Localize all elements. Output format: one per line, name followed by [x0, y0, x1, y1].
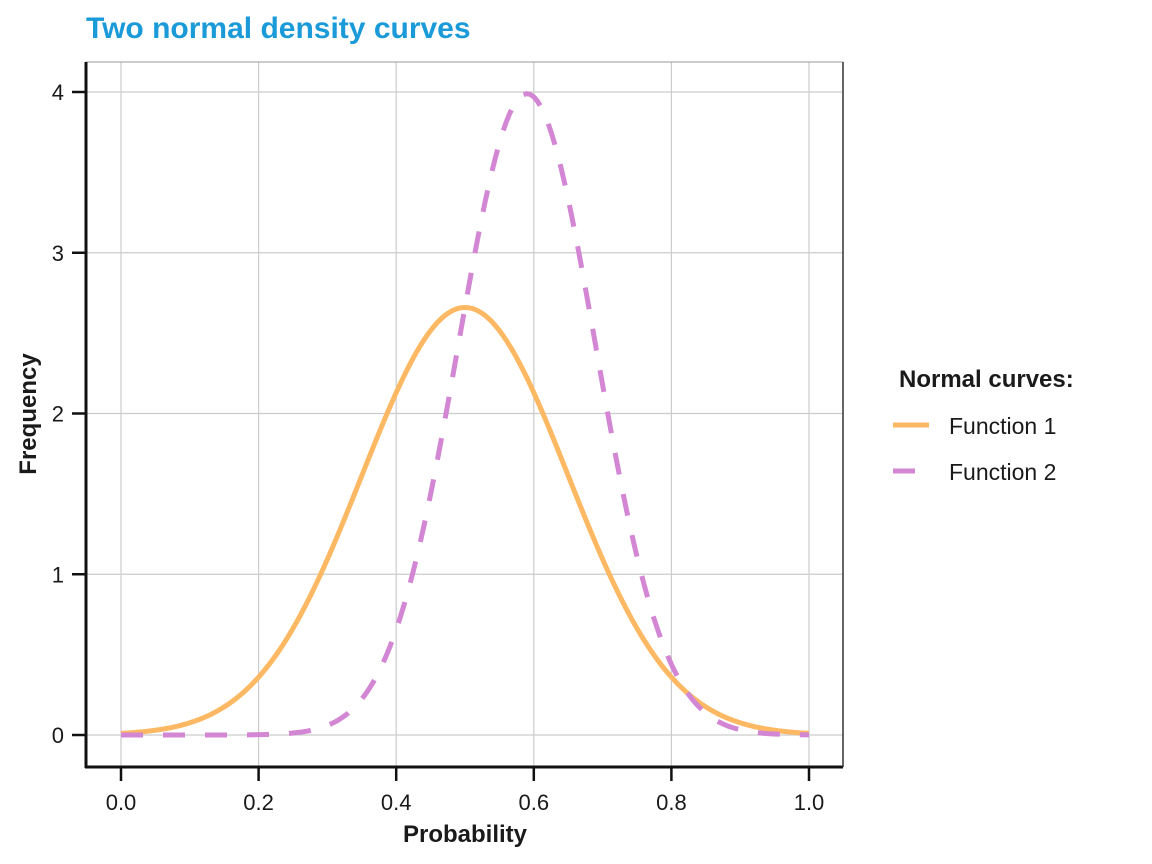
y-tick-label: 0 [52, 723, 64, 748]
x-axis-title: Probability [403, 821, 528, 848]
axes [84, 62, 844, 769]
x-ticks: 0.0 0.2 0.4 0.6 0.8 1.0 [106, 767, 825, 815]
series-line-function-1 [120, 304, 810, 736]
series-line-function-2 [121, 91, 810, 738]
legend-label-function-1: Function 1 [949, 413, 1056, 439]
x-tick-label: 1.0 [794, 790, 825, 815]
legend: Normal curves: Function 1 Function 2 [893, 366, 1074, 485]
y-tick-label: 2 [52, 402, 64, 427]
x-tick-label: 0.6 [519, 790, 550, 815]
legend-title: Normal curves: [899, 366, 1074, 393]
y-ticks: 0 1 2 3 4 [52, 80, 86, 748]
grid [86, 62, 843, 767]
legend-label-function-2: Function 2 [949, 459, 1056, 485]
y-tick-label: 1 [52, 562, 64, 587]
panel-border [85, 61, 844, 768]
y-tick-label: 4 [52, 80, 64, 105]
y-tick-label: 3 [52, 241, 64, 266]
x-tick-label: 0.8 [656, 790, 687, 815]
x-tick-label: 0.4 [381, 790, 412, 815]
chart-title: Two normal density curves [86, 12, 471, 45]
x-tick-label: 0.2 [243, 790, 274, 815]
y-axis-title: Frequency [15, 353, 42, 475]
x-tick-label: 0.0 [106, 790, 137, 815]
curves [120, 91, 810, 738]
